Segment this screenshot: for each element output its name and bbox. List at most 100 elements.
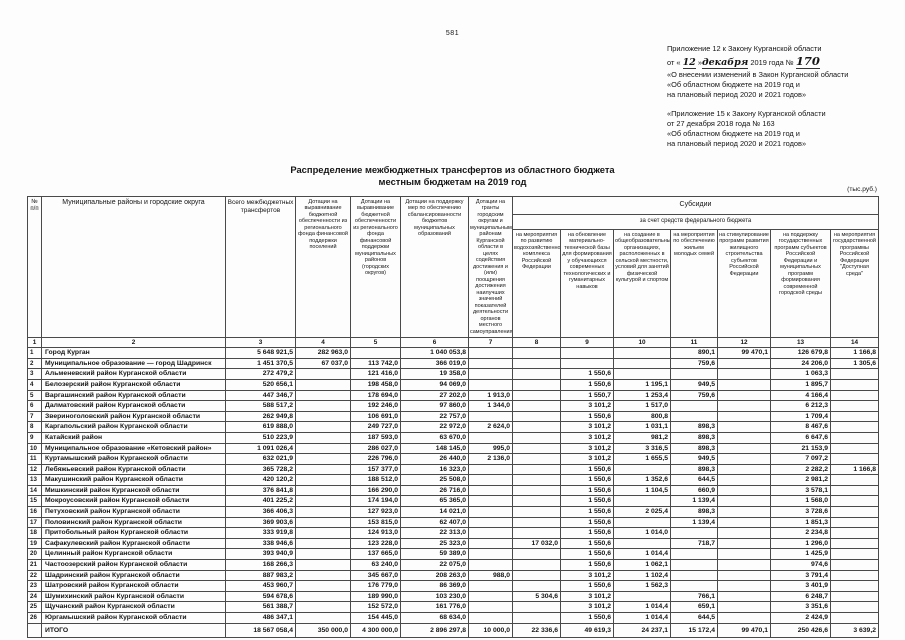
cell-value: 106 691,0 bbox=[350, 410, 401, 423]
cell-value bbox=[468, 357, 513, 370]
cell-value bbox=[512, 347, 561, 359]
cell-value: 759,6 bbox=[670, 357, 718, 370]
cell-value bbox=[670, 400, 718, 412]
row-number: 8 bbox=[27, 421, 42, 433]
cell-value: 22 075,0 bbox=[400, 559, 469, 571]
cell-value: 189 990,0 bbox=[350, 590, 401, 603]
cell-value: 1 139,4 bbox=[670, 516, 718, 529]
cell-value: 333 919,8 bbox=[225, 527, 296, 539]
cell-value: 3 101,2 bbox=[560, 601, 614, 613]
cell-value: 26 716,0 bbox=[400, 484, 469, 497]
table-row: 13 Макушинский район Курганской области 42… bbox=[27, 474, 879, 486]
cell-value: 198 458,0 bbox=[350, 378, 401, 391]
cell-value: 153 815,0 bbox=[350, 516, 401, 529]
cell-value: 1 062,1 bbox=[613, 559, 671, 571]
cell-value: 10 000,0 bbox=[468, 622, 513, 638]
cell-value bbox=[670, 569, 718, 582]
cell-value: 68 634,0 bbox=[400, 612, 469, 624]
cell-value: 19 358,0 bbox=[400, 368, 469, 380]
municipality-name: Альменевский район Курганской области bbox=[41, 368, 226, 380]
header-equalization-settlements: Дотации на выравнивание бюджетной обеспе… bbox=[295, 195, 351, 339]
cell-value bbox=[830, 484, 879, 497]
cell-value: 619 888,0 bbox=[225, 421, 296, 433]
cell-value: 1 014,4 bbox=[613, 601, 671, 613]
cell-value bbox=[830, 580, 879, 592]
cell-value: 1 352,6 bbox=[613, 474, 671, 486]
cell-value bbox=[830, 569, 879, 582]
cell-value bbox=[512, 580, 561, 592]
table-row: 24 Шумихинский район Курганской области 59… bbox=[27, 590, 879, 603]
cell-value bbox=[512, 378, 561, 391]
cell-value: 3 101,2 bbox=[560, 453, 614, 465]
cell-value: 1 014,4 bbox=[613, 548, 671, 561]
cell-value: 1 913,0 bbox=[468, 389, 513, 402]
cell-value: 21 153,9 bbox=[770, 442, 831, 455]
cell-value bbox=[295, 453, 351, 465]
cell-value bbox=[830, 537, 879, 550]
row-number: 17 bbox=[27, 516, 42, 529]
cell-value bbox=[717, 431, 771, 444]
cell-value: 366 406,3 bbox=[225, 506, 296, 518]
cell-value: 898,3 bbox=[670, 463, 718, 476]
table-row: 1 Город Курган 5 648 921,5 282 963,0 1 040 0… bbox=[27, 347, 879, 359]
cell-value: 4 300 000,0 bbox=[350, 622, 401, 638]
date-suffix: 2019 года № bbox=[750, 57, 794, 67]
transfers-table: № п/п Муниципальные районы и городские о… bbox=[27, 195, 879, 638]
cell-value: 345 667,0 bbox=[350, 569, 401, 582]
cell-value bbox=[295, 506, 351, 518]
cell-value bbox=[512, 421, 561, 433]
cell-value bbox=[717, 590, 771, 603]
cell-value: 3 578,1 bbox=[770, 484, 831, 497]
document-title: Распределение межбюджетных трансфертов и… bbox=[0, 164, 905, 188]
cell-value bbox=[512, 463, 561, 476]
municipality-name: Юргамышский район Курганской области bbox=[41, 612, 226, 624]
cell-value bbox=[830, 410, 879, 423]
title-line2: местным бюджетам на 2019 год bbox=[378, 176, 527, 188]
cell-value bbox=[468, 431, 513, 444]
header-balance-support: Дотации на поддержку мер по обеспечению … bbox=[400, 195, 469, 339]
cell-value bbox=[295, 548, 351, 561]
table-row: 5 Варгашинский район Курганской области 44… bbox=[27, 389, 879, 402]
cell-value: 7 097,2 bbox=[770, 453, 831, 465]
cell-value: 1 550,6 bbox=[560, 495, 614, 508]
cell-value bbox=[512, 484, 561, 497]
cell-value bbox=[295, 474, 351, 486]
appendix1-line4: «Об областном бюджете на 2019 год и bbox=[667, 79, 800, 89]
cell-value: 6 647,6 bbox=[770, 431, 831, 444]
cell-value bbox=[717, 357, 771, 370]
column-numbering-row: 1 2 3 4 5 6 7 8 9 10 11 12 13 14 bbox=[27, 337, 879, 349]
cell-value: 17 032,0 bbox=[512, 537, 561, 550]
cell-value: 1 305,6 bbox=[830, 357, 879, 370]
cell-value bbox=[717, 559, 771, 571]
cell-value: 2 025,4 bbox=[613, 506, 671, 518]
cell-value: 282 963,0 bbox=[295, 347, 351, 359]
municipality-name: Город Курган bbox=[41, 347, 226, 359]
cell-value bbox=[830, 590, 879, 603]
column-number: 7 bbox=[468, 337, 513, 349]
municipality-name: Частоозерский район Курганской области bbox=[41, 559, 226, 571]
cell-value: 800,8 bbox=[613, 410, 671, 423]
row-number: 5 bbox=[27, 389, 42, 402]
cell-value: 887 983,2 bbox=[225, 569, 296, 582]
table-row: 22 Шадринский район Курганской области 887… bbox=[27, 569, 879, 582]
cell-value: 1 550,7 bbox=[560, 389, 614, 402]
cell-value bbox=[468, 347, 513, 359]
cell-value bbox=[512, 612, 561, 624]
header-accessible-env: на мероприятия государственной программы… bbox=[830, 228, 879, 339]
cell-value bbox=[295, 378, 351, 391]
table-row: 20 Целинный район Курганской области 393 9… bbox=[27, 548, 879, 561]
row-number: 26 bbox=[27, 612, 42, 624]
cell-value: 898,3 bbox=[670, 421, 718, 433]
cell-value bbox=[350, 347, 401, 359]
header-equalization-districts: Дотации на выравнивание бюджетной обеспе… bbox=[350, 195, 401, 339]
cell-value: 453 960,7 bbox=[225, 580, 296, 592]
cell-value bbox=[512, 559, 561, 571]
cell-value: 24 237,1 bbox=[613, 622, 671, 638]
cell-value bbox=[512, 400, 561, 412]
cell-value: 24 206,0 bbox=[770, 357, 831, 370]
cell-value bbox=[468, 506, 513, 518]
header-rural-sport: на создание в общеобразовательных органи… bbox=[613, 228, 671, 339]
cell-value: 520 656,1 bbox=[225, 378, 296, 391]
units-label: (тыс.руб.) bbox=[847, 186, 877, 193]
